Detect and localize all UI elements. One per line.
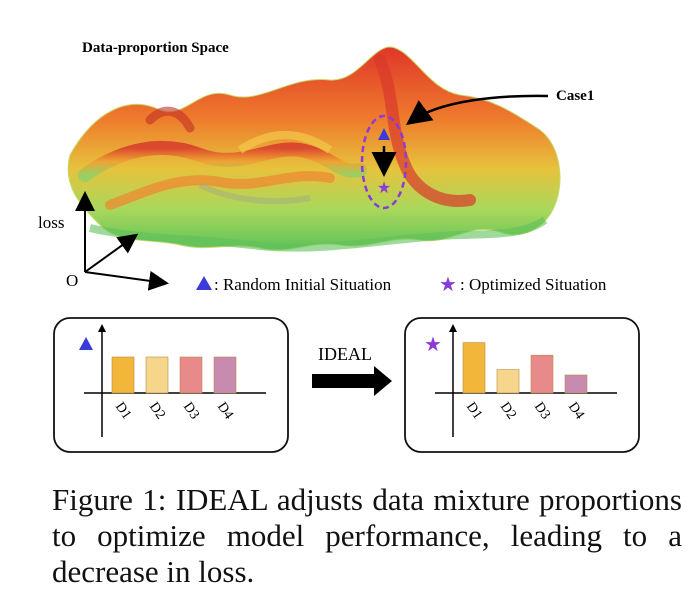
axis-loss-label: loss xyxy=(38,213,64,232)
chart-right-y-arrowhead xyxy=(449,324,457,332)
surface-title: Data-proportion Space xyxy=(82,40,229,56)
chart-right-bar-d1 xyxy=(462,342,486,394)
chart-right-bar-d2 xyxy=(496,369,520,394)
figure-graphic: Data-proportion Space ★ Case1 loss O : R… xyxy=(38,40,640,453)
chart-right-bar-d4 xyxy=(564,374,588,394)
chart-right: D1 D2 D3 D4 xyxy=(435,324,617,437)
chart-left-bar-d1 xyxy=(111,356,135,394)
triangle-marker xyxy=(378,128,390,140)
axes xyxy=(75,191,169,291)
chart-left-y-arrowhead xyxy=(98,324,106,332)
chart-right-bar-d3 xyxy=(530,354,554,394)
origin-label: O xyxy=(66,271,78,290)
chart-left-bar-d2 xyxy=(145,356,169,394)
loss-surface xyxy=(67,46,561,252)
case-ellipse xyxy=(360,114,408,210)
ideal-label: IDEAL xyxy=(318,344,372,364)
chart-left-bar-d3 xyxy=(179,356,203,394)
case-arrow xyxy=(405,94,549,125)
chart-left-bar-d4 xyxy=(213,356,237,394)
chart-right-star-icon: ★ xyxy=(424,334,442,356)
figure-caption: Figure 1: IDEAL adjusts data mixture pro… xyxy=(52,482,682,589)
chart-left-box xyxy=(53,317,289,453)
case-label: Case1 xyxy=(556,88,594,104)
legend-star-text: : Optimized Situation xyxy=(460,275,607,294)
chart-left-triangle-icon xyxy=(79,337,93,350)
legend-star-icon: ★ xyxy=(439,274,457,296)
ideal-arrow xyxy=(312,366,392,396)
legend-triangle-text: : Random Initial Situation xyxy=(214,275,392,294)
star-marker: ★ xyxy=(377,180,391,197)
legend-triangle-icon xyxy=(196,276,212,290)
